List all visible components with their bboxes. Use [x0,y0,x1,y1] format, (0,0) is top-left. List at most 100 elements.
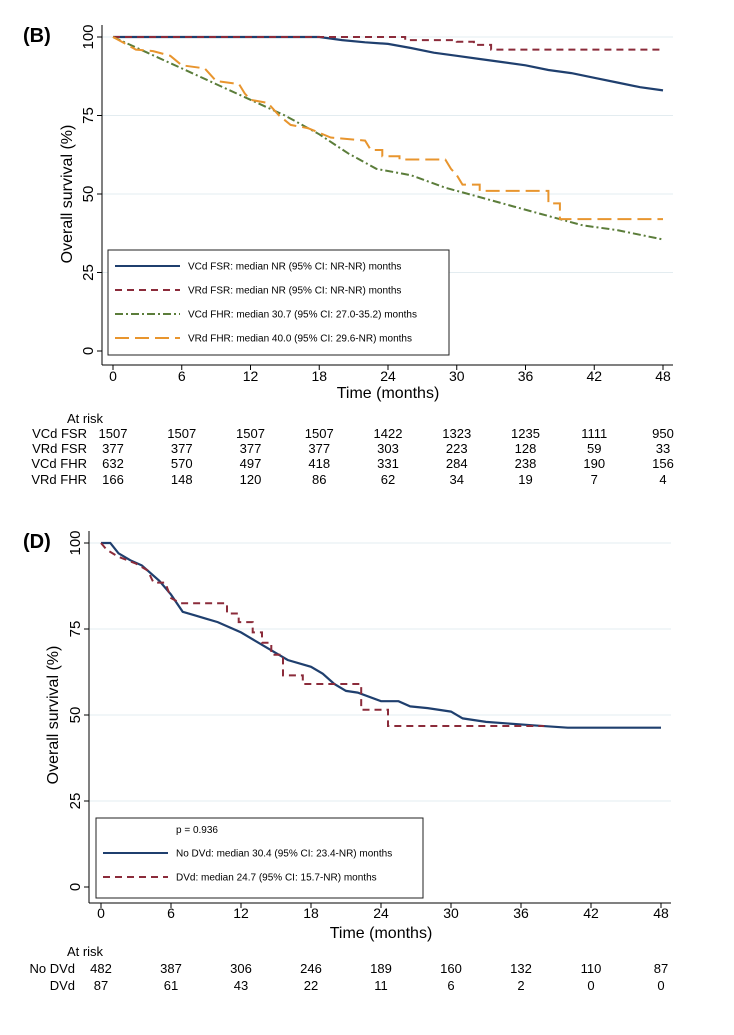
at-risk-row-label: VCd FHR [31,456,87,471]
at-risk-count: 2 [517,978,524,993]
legend-entry: DVd: median 24.7 (95% CI: 15.7-NR) month… [176,873,377,884]
at-risk-count: 34 [450,472,464,487]
legend-entry: VRd FSR: median NR (95% CI: NR-NR) month… [188,286,401,297]
at-risk-count: 156 [652,456,674,471]
at-risk-count: 61 [164,978,178,993]
y-tick-label: 100 [67,530,84,555]
at-risk-count: 11 [374,978,388,993]
at-risk-count: 377 [308,441,330,456]
x-tick-label: 6 [178,368,186,384]
legend-entry: VCd FSR: median NR (95% CI: NR-NR) month… [188,262,401,273]
at-risk-count: 1235 [511,426,540,441]
at-risk-row-label: VRd FSR [32,441,87,456]
at-risk-count: 1507 [99,426,128,441]
x-tick-label: 0 [109,368,117,384]
panel-label: (B) [23,25,51,47]
y-tick-label: 100 [80,24,97,49]
at-risk-count: 33 [656,441,670,456]
at-risk-count: 1323 [442,426,471,441]
x-axis-label: Time (months) [337,385,440,402]
at-risk-count: 128 [515,441,537,456]
survival-curve-1 [100,542,545,727]
at-risk-count: 482 [90,961,112,976]
y-axis-label: Overall survival (%) [45,646,62,785]
y-tick-label: 25 [67,793,84,810]
at-risk-count: 59 [587,441,601,456]
y-tick-label: 0 [80,347,97,355]
at-risk-count: 246 [300,961,322,976]
at-risk-count: 377 [240,441,262,456]
at-risk-count: 0 [657,978,664,993]
at-risk-count: 306 [230,961,252,976]
survival-curve-0 [113,35,664,92]
x-axis-label: Time (months) [330,925,433,942]
chart-panel-0: (B) 0 25 50 75 100 0 6 12 18 24 30 36 42 48 Time (month… [23,24,674,487]
at-risk-count: 497 [240,456,262,471]
at-risk-count: 1507 [167,426,196,441]
at-risk-count: 120 [240,472,262,487]
at-risk-count: 238 [515,456,537,471]
at-risk-count: 632 [102,456,124,471]
x-tick-label: 30 [449,368,465,384]
survival-curve-0 [101,541,661,729]
legend-entry: VRd FHR: median 40.0 (95% CI: 29.6-NR) m… [188,334,412,345]
at-risk-count: 43 [234,978,248,993]
at-risk-count: 62 [381,472,395,487]
at-risk-count: 189 [370,961,392,976]
at-risk-count: 19 [518,472,532,487]
at-risk-row-label: VRd FHR [31,472,87,487]
y-tick-label: 0 [67,883,84,891]
x-tick-label: 6 [167,905,175,921]
at-risk-title: At risk [67,411,104,426]
at-risk-count: 7 [591,472,598,487]
at-risk-count: 22 [304,978,318,993]
at-risk-count: 4 [659,472,666,487]
at-risk-count: 387 [160,961,182,976]
x-tick-label: 24 [380,368,396,384]
at-risk-count: 377 [171,441,193,456]
y-tick-label: 50 [80,186,97,203]
x-tick-label: 12 [243,368,259,384]
x-tick-label: 36 [518,368,534,384]
at-risk-count: 1507 [236,426,265,441]
at-risk-count: 950 [652,426,674,441]
at-risk-count: 87 [654,961,668,976]
x-tick-label: 18 [303,905,319,921]
survival-curve-3 [112,36,663,221]
at-risk-count: 87 [94,978,108,993]
x-tick-label: 42 [586,368,602,384]
at-risk-count: 132 [510,961,532,976]
x-tick-label: 48 [655,368,671,384]
x-tick-label: 42 [583,905,599,921]
at-risk-row-label: No DVd [29,961,75,976]
at-risk-count: 1507 [305,426,334,441]
at-risk-count: 160 [440,961,462,976]
at-risk-count: 223 [446,441,468,456]
at-risk-count: 86 [312,472,326,487]
at-risk-count: 148 [171,472,193,487]
at-risk-count: 190 [583,456,605,471]
y-axis-label: Overall survival (%) [59,125,76,264]
x-tick-label: 12 [233,905,249,921]
at-risk-count: 331 [377,456,399,471]
x-tick-label: 30 [443,905,459,921]
at-risk-count: 166 [102,472,124,487]
at-risk-count: 303 [377,441,399,456]
at-risk-title: At risk [67,944,104,959]
at-risk-count: 1111 [581,426,607,441]
at-risk-count: 0 [587,978,594,993]
legend-entry: No DVd: median 30.4 (95% CI: 23.4-NR) mo… [176,849,392,860]
at-risk-count: 377 [102,441,124,456]
legend-box [95,817,424,899]
at-risk-count: 6 [447,978,454,993]
x-tick-label: 36 [513,905,529,921]
at-risk-count: 570 [171,456,193,471]
at-risk-row-label: VCd FSR [32,426,87,441]
at-risk-count: 110 [581,961,602,976]
panel-label: (D) [23,531,51,553]
at-risk-count: 418 [308,456,330,471]
y-tick-label: 75 [67,621,84,638]
